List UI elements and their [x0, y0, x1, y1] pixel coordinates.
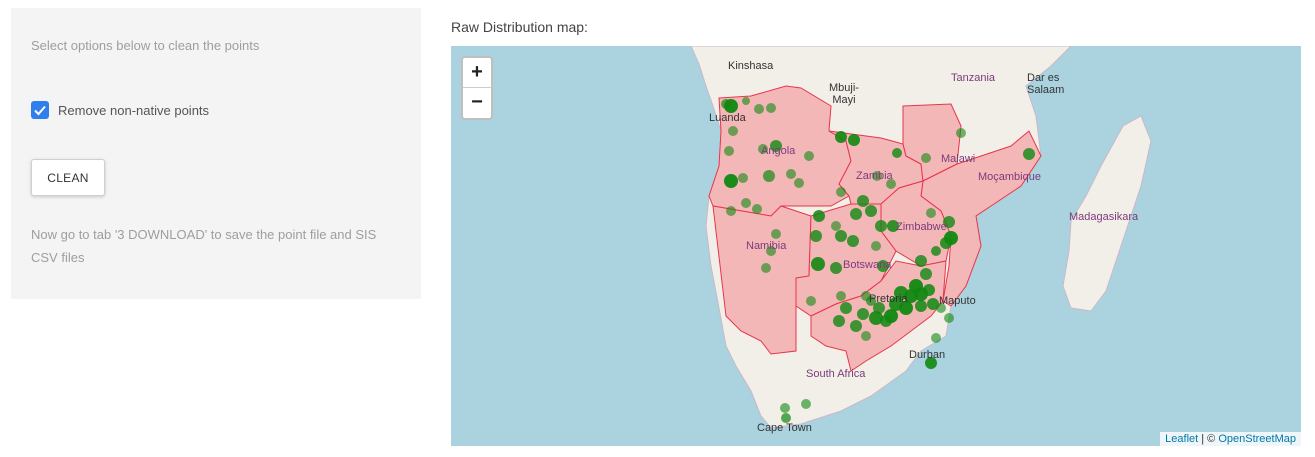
remove-non-native-row[interactable]: Remove non-native points [31, 101, 209, 119]
label-angola: Angola [761, 145, 796, 157]
label-namibia: Namibia [746, 240, 787, 252]
instruction-text: Select options below to clean the points [31, 38, 260, 53]
map-base [690, 46, 1152, 429]
zoom-in-button[interactable]: + [463, 58, 491, 88]
map-title: Raw Distribution map: [451, 19, 588, 35]
download-note: Now go to tab '3 DOWNLOAD' to save the p… [31, 227, 377, 265]
zoom-control: + − [461, 56, 493, 120]
distribution-map[interactable]: + − Kinshasa Luanda Mbuji- Mayi Tanzania… [451, 46, 1301, 446]
label-botswana: Botswana [843, 259, 892, 271]
label-south-africa: South Africa [806, 368, 866, 380]
map-attribution: Leaflet | © OpenStreetMap [1160, 432, 1301, 446]
label-madagasikara: Madagasikara [1069, 211, 1139, 223]
label-tanzania: Tanzania [951, 72, 996, 84]
label-mbuji-mayi: Mbuji- Mayi [829, 82, 859, 106]
leaflet-link[interactable]: Leaflet [1165, 433, 1199, 445]
label-zambia: Zambia [856, 170, 893, 182]
label-maputo: Maputo [939, 295, 976, 307]
label-cape-town: Cape Town [757, 422, 812, 434]
attribution-separator: | © [1198, 433, 1219, 445]
label-dar-es-salaam: Dar es Salaam [1027, 72, 1065, 96]
label-pretoria: Pretoria [869, 293, 908, 305]
options-panel: Select options below to clean the points… [11, 8, 421, 299]
label-zimbabwe: Zimbabwe [896, 221, 947, 233]
zoom-out-button[interactable]: − [471, 91, 483, 113]
remove-non-native-label[interactable]: Remove non-native points [58, 102, 210, 118]
label-malawi: Malawi [941, 153, 976, 165]
label-kinshasa: Kinshasa [728, 60, 774, 72]
label-luanda: Luanda [709, 112, 746, 124]
check-icon [34, 105, 46, 116]
remove-non-native-checkbox[interactable] [31, 101, 49, 119]
clean-button[interactable]: CLEAN [31, 159, 105, 196]
openstreetmap-link[interactable]: OpenStreetMap [1218, 433, 1296, 445]
label-durban: Durban [909, 349, 946, 361]
label-mocambique: Moçambique [978, 171, 1041, 183]
